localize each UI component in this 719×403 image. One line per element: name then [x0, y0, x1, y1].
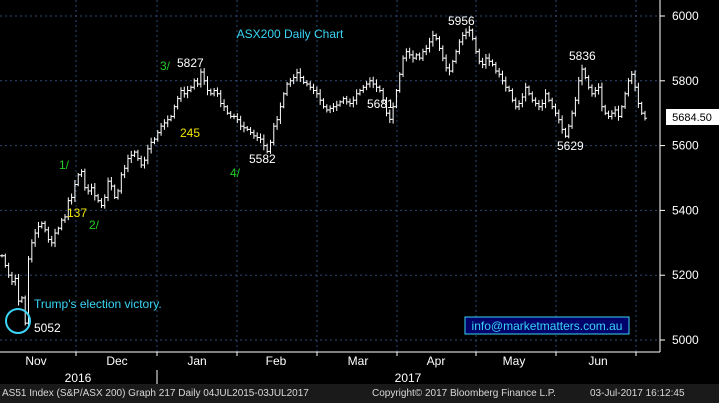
y-tick-label: 5800 — [672, 74, 699, 88]
y-tick-label: 5600 — [672, 139, 699, 153]
x-month-label: Apr — [427, 354, 446, 368]
x-month-label: May — [503, 354, 526, 368]
count-137-label: 137 — [67, 206, 87, 220]
trough-5582-label: 5582 — [249, 152, 276, 166]
wave-4-label: 4/ — [230, 166, 241, 180]
peak-5827-label: 5827 — [177, 56, 204, 70]
asx200-daily-chart: 5000 5200 5400 5600 5800 6000 Nov Dec Jan Feb Mar… — [0, 0, 719, 384]
y-axis: 5000 5200 5400 5600 5800 6000 — [659, 0, 699, 352]
x-month-label: Mar — [348, 354, 369, 368]
y-tick-label: 5200 — [672, 268, 699, 282]
x-month-label: Feb — [266, 354, 287, 368]
website-box — [464, 316, 630, 335]
trough-5681-label: 5681 — [367, 97, 394, 111]
x-year-label: 2016 — [65, 371, 92, 384]
election-circle — [5, 308, 31, 334]
y-tick-label: 6000 — [672, 9, 699, 23]
x-year-label: 2017 — [395, 371, 422, 384]
y-tick-label: 5000 — [672, 333, 699, 347]
last-price-tag — [666, 109, 719, 125]
election-note: Trump's election victory. — [34, 297, 162, 311]
chart-title: ASX200 Daily Chart — [237, 27, 344, 41]
x-month-label: Jan — [187, 354, 206, 368]
wave-1-label: 1/ — [59, 158, 70, 172]
footer-timestamp: 03-Jul-2017 16:12:45 — [590, 388, 685, 399]
low-5052-label: 5052 — [34, 321, 61, 335]
x-month-label: Jun — [588, 354, 607, 368]
wave-3-label: 3/ — [160, 59, 171, 73]
peak-5956-label: 5956 — [448, 14, 475, 28]
footer-copyright: Copyright© 2017 Bloomberg Finance L.P. — [372, 388, 556, 399]
price-bars — [0, 25, 647, 327]
count-245-label: 245 — [180, 126, 200, 140]
x-month-label: Nov — [25, 354, 46, 368]
wave-2-label: 2/ — [89, 218, 100, 232]
ohlc-bar — [643, 110, 647, 121]
bloomberg-footer: AS51 Index (S&P/ASX 200) Graph 217 Daily… — [0, 384, 719, 403]
trough-5629-label: 5629 — [557, 139, 584, 153]
x-axis: Nov Dec Jan Feb Mar Apr May Jun 2016 2017 — [0, 351, 660, 384]
x-month-label: Dec — [106, 354, 127, 368]
y-tick-label: 5400 — [672, 203, 699, 217]
peak-5836-label: 5836 — [569, 49, 596, 63]
last-price-label: 5684.50 — [672, 112, 712, 124]
footer-index-info: AS51 Index (S&P/ASX 200) Graph 217 Daily… — [2, 388, 309, 399]
grid-lines — [0, 0, 660, 352]
website-link[interactable]: info@marketmatters.com.au — [472, 319, 623, 333]
